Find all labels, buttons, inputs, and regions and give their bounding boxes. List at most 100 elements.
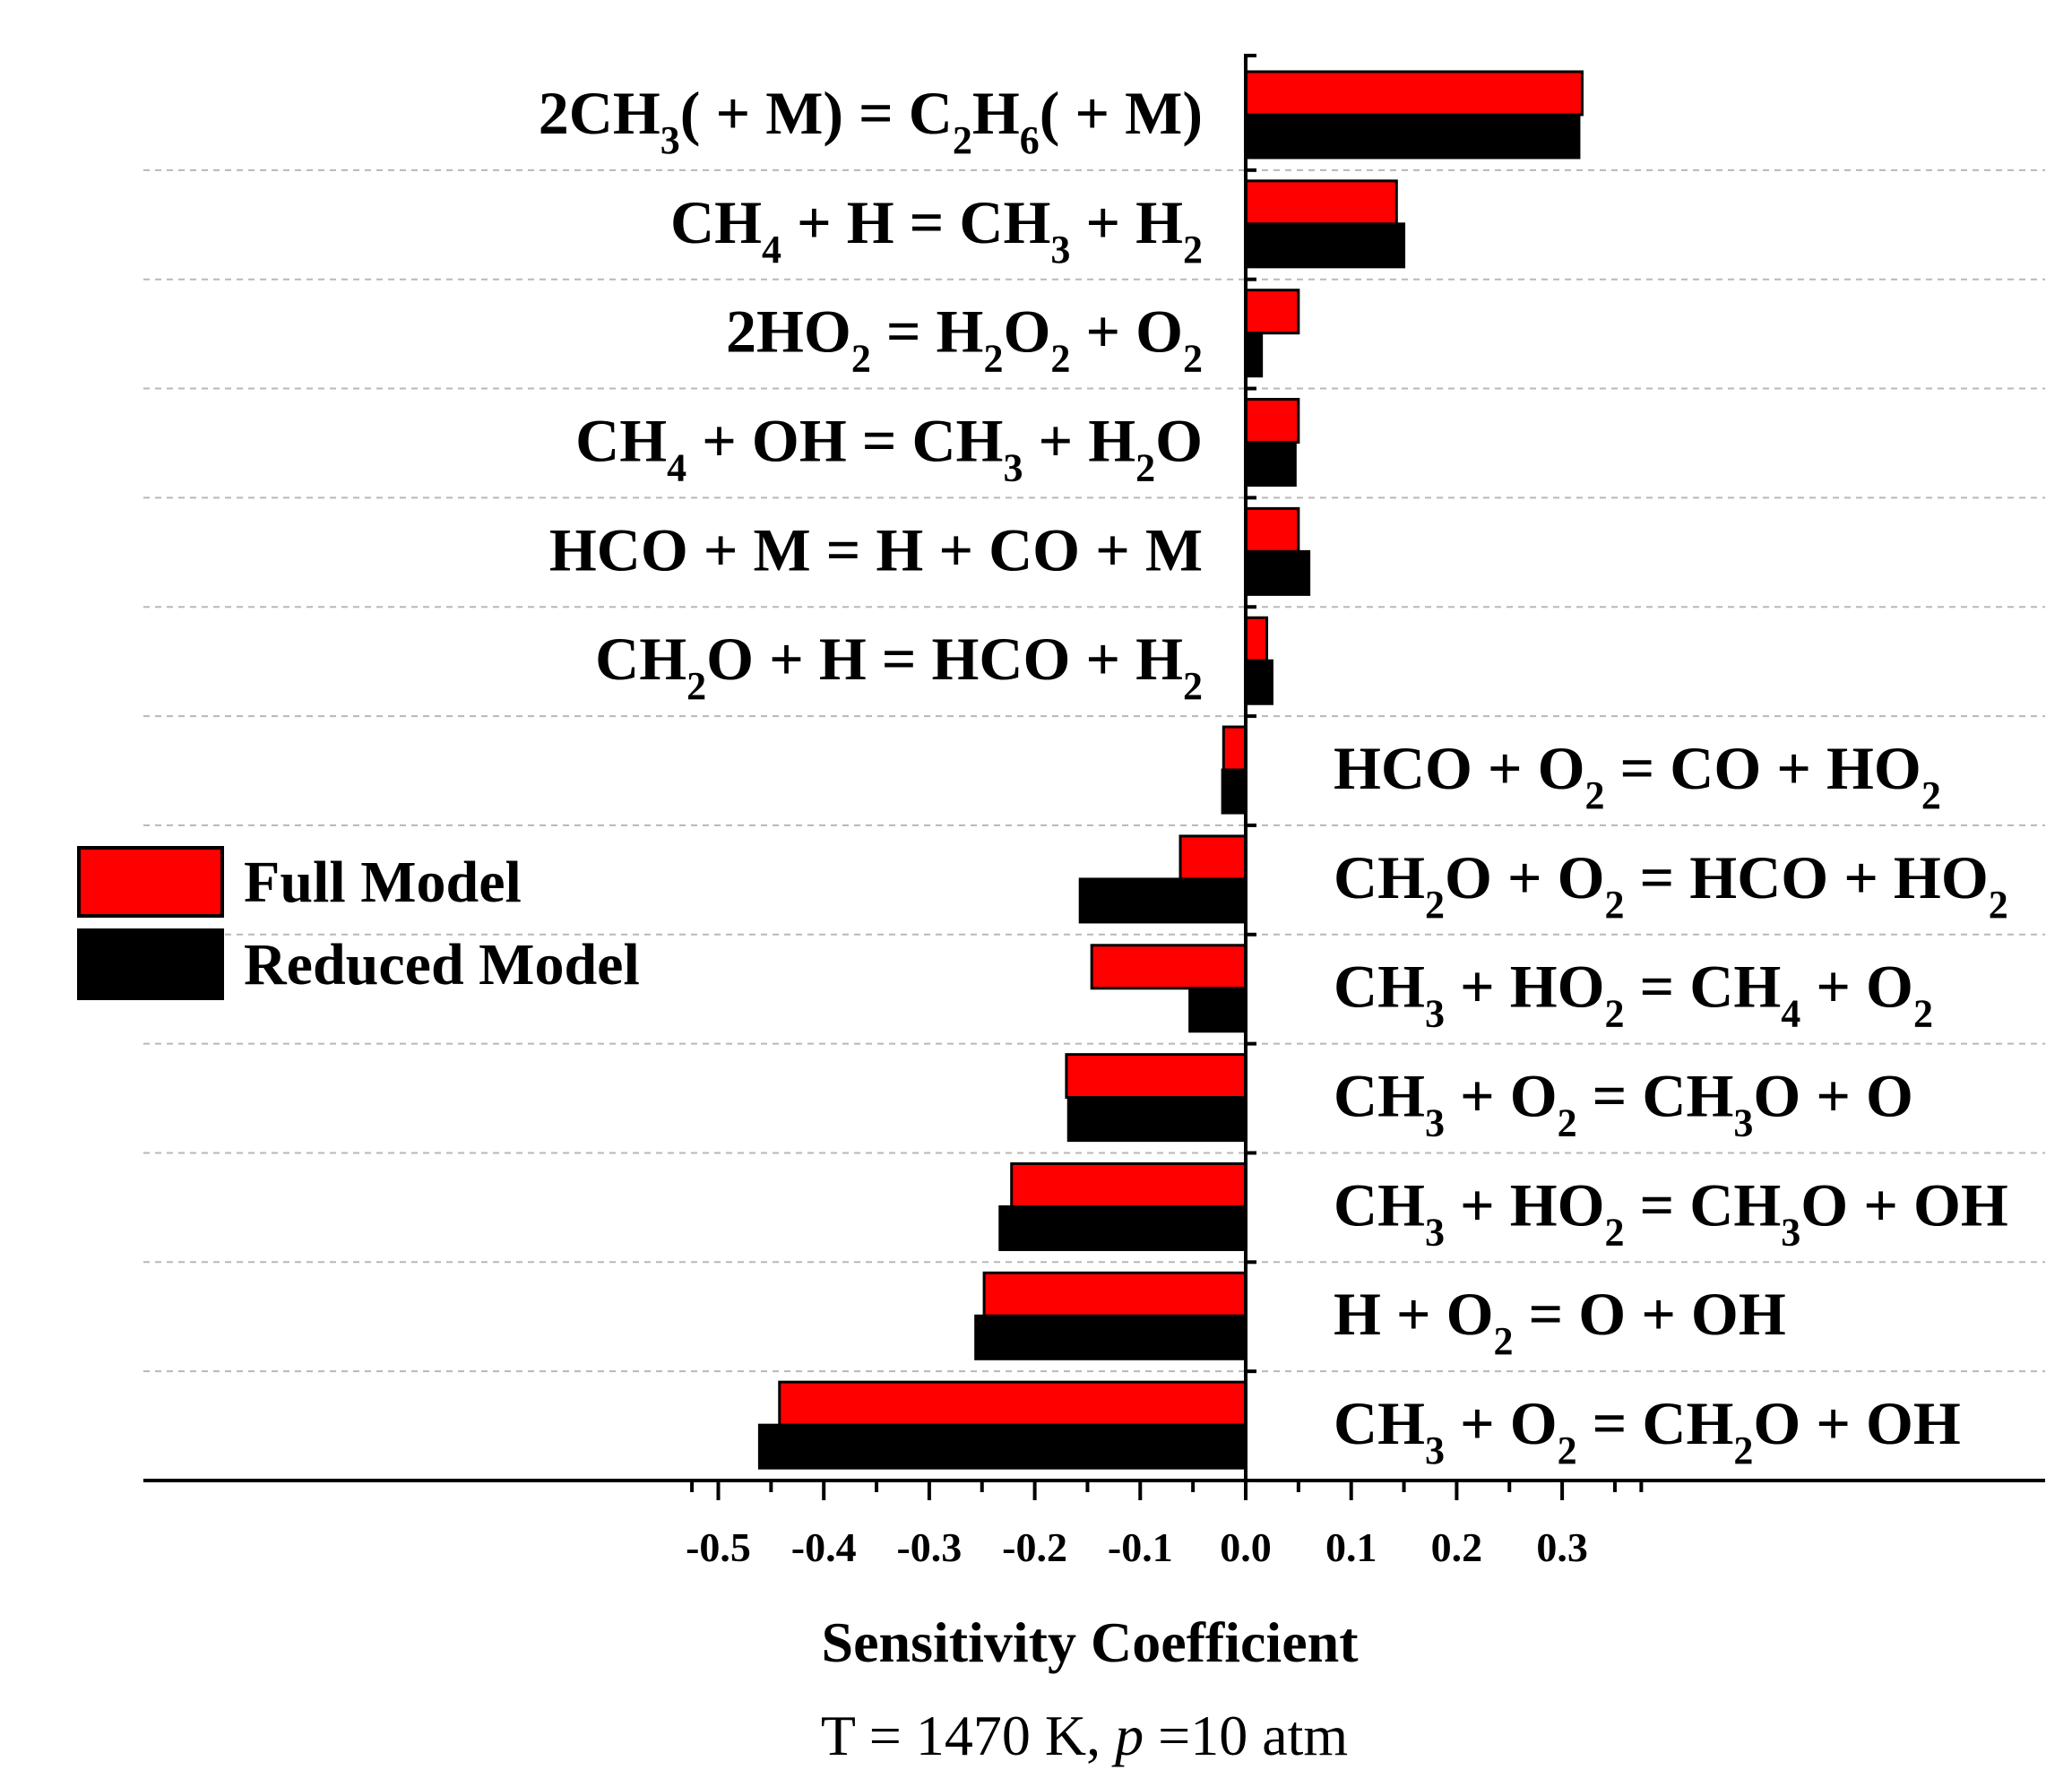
bars: [757, 70, 1584, 1470]
bar-reduced-model: [1244, 332, 1264, 378]
axes: [143, 54, 2045, 1500]
bar-full-model: [1244, 616, 1269, 662]
subscript: 2: [1585, 773, 1605, 817]
subscript: 3: [1425, 1210, 1445, 1254]
bar-reduced-model: [974, 1314, 1248, 1360]
label-text: = O + OH: [1514, 1280, 1786, 1348]
bar-reduced-model: [1078, 877, 1248, 924]
label-text: O + O: [1445, 843, 1605, 911]
subscript: 3: [1003, 445, 1023, 489]
legend-label-full-model: Full Model: [244, 850, 522, 915]
x-tick-label: -0.3: [896, 1524, 962, 1570]
tick-labels: -0.5 -0.4 -0.3 -0.2 -0.1 0.0 0.1 0.2 0.3: [686, 1524, 1588, 1570]
reaction-label: HCO + O2 = CO + HO2: [1334, 734, 1941, 817]
bar-full-model: [1178, 834, 1248, 881]
x-tick-label: 0.3: [1536, 1524, 1588, 1570]
subscript: 2: [1605, 992, 1625, 1036]
label-text: + O: [1445, 1389, 1558, 1457]
x-axis-title: Sensitivity Coefficient: [822, 1610, 1360, 1674]
subscript: 2: [1733, 1429, 1753, 1472]
label-text: = HCO + HO: [1625, 843, 1989, 911]
x-tick-label: 0.1: [1325, 1524, 1377, 1570]
bar-reduced-model: [1188, 987, 1248, 1033]
label-text: 2HO: [726, 298, 851, 366]
bar-reduced-model: [1244, 659, 1273, 705]
subscript: 2: [1183, 664, 1203, 708]
label-text: H + O: [1334, 1280, 1494, 1348]
bar-full-model: [778, 1380, 1248, 1427]
bar-full-model: [1065, 1053, 1248, 1100]
label-text: ( + M) = C: [680, 79, 953, 147]
subscript: 2: [1989, 883, 2008, 927]
bar-full-model: [982, 1271, 1248, 1317]
subscript: 2: [1135, 445, 1155, 489]
label-text: + O: [1445, 1062, 1558, 1130]
reaction-label: CH4 + H = CH3 + H2: [670, 188, 1203, 272]
label-text: = CH: [1577, 1389, 1734, 1457]
x-tick-label: -0.1: [1108, 1524, 1173, 1570]
bar-full-model: [1244, 70, 1584, 117]
legend-swatch-full-model: [77, 846, 224, 918]
bar-full-model: [1244, 179, 1398, 226]
bar-full-model: [1010, 1161, 1248, 1208]
reaction-label: H + O2 = O + OH: [1334, 1280, 1786, 1363]
subtitle-prefix: T = 1470 K,: [821, 1704, 1115, 1767]
subscript: 2: [1425, 883, 1445, 927]
label-text: ( + M): [1040, 79, 1203, 147]
bar-full-model: [1244, 506, 1300, 553]
subscript: 2: [686, 664, 706, 708]
subscript: 2: [1558, 1429, 1577, 1472]
grid-lines: [143, 168, 2045, 1373]
subscript: 2: [1494, 1319, 1514, 1363]
subscript: 3: [1425, 992, 1445, 1036]
subscript: 2: [1183, 337, 1203, 381]
label-text: CH: [1334, 953, 1425, 1021]
label-text: CH: [1334, 843, 1425, 911]
label-text: = CH: [1625, 953, 1782, 1021]
subscript: 3: [1050, 228, 1070, 272]
subscript: 2: [983, 337, 1003, 381]
subscript: 2: [1183, 228, 1203, 272]
reaction-label: CH2O + O2 = HCO + HO2: [1334, 843, 2008, 927]
bar-reduced-model: [1244, 222, 1406, 269]
label-text: + H: [1023, 406, 1135, 474]
bar-reduced-model: [1244, 113, 1581, 160]
label-text: H: [972, 79, 1020, 147]
bar-full-model: [1090, 944, 1248, 990]
label-text: + H: [1070, 188, 1183, 256]
reaction-label: CH3 + HO2 = CH3O + OH: [1334, 1170, 2008, 1254]
x-tick-label: -0.4: [791, 1524, 857, 1570]
label-text: + HO: [1445, 953, 1605, 1021]
reaction-label: HCO + M = H + CO + M: [549, 515, 1203, 583]
label-text: = CO + HO: [1605, 734, 1921, 802]
bar-reduced-model: [1244, 549, 1311, 596]
subscript: 2: [1921, 773, 1941, 817]
bar-reduced-model: [1221, 768, 1248, 815]
label-text: CH: [670, 188, 762, 256]
subscript: 6: [1020, 118, 1040, 162]
bar-reduced-model: [1066, 1096, 1248, 1143]
label-text: CH: [1334, 1062, 1425, 1130]
subscript: 4: [1781, 992, 1800, 1036]
bar-reduced-model: [757, 1423, 1248, 1470]
reaction-label: 2CH3( + M) = C2H6( + M): [539, 79, 1203, 162]
x-tick-label: -0.2: [1002, 1524, 1067, 1570]
bar-reduced-model: [1244, 441, 1297, 488]
legend-swatch-reduced-model: [77, 928, 224, 1000]
label-text: CH: [1334, 1170, 1425, 1239]
subtitle: T = 1470 K, p =10 atm: [821, 1704, 1348, 1767]
legend: Full Model Reduced Model: [77, 846, 640, 1000]
label-text: O + OH: [1800, 1170, 2007, 1239]
label-text: O + O: [1753, 1062, 1913, 1130]
reaction-label: 2HO2 = H2O2 + O2: [726, 298, 1203, 381]
label-text: O + H = HCO + H: [706, 625, 1183, 693]
reaction-label: CH2O + H = HCO + H2: [595, 625, 1203, 708]
legend-label-reduced-model: Reduced Model: [244, 932, 640, 997]
reaction-label: CH3 + O2 = CH2O + OH: [1334, 1389, 1961, 1472]
x-tick-label: -0.5: [686, 1524, 751, 1570]
x-tick-label: 0.2: [1431, 1524, 1483, 1570]
label-text: = CH: [1577, 1062, 1734, 1130]
label-text: CH: [575, 406, 667, 474]
subscript: 2: [1605, 883, 1625, 927]
label-text: + OH = CH: [686, 406, 1003, 474]
